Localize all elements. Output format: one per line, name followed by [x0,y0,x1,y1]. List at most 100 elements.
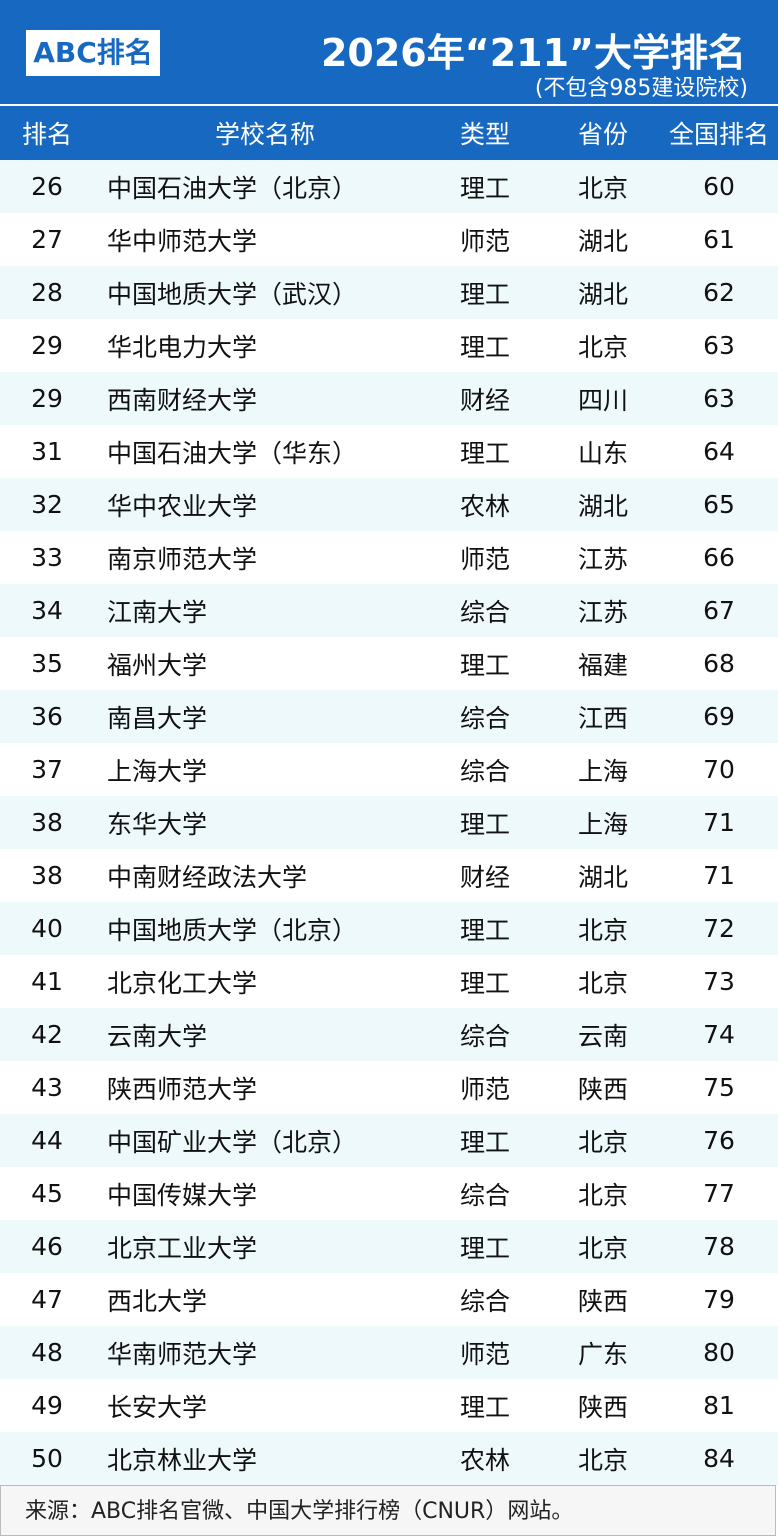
national-rank: 64 [703,437,735,466]
footer: 来源：ABC排名官微、中国大学排行榜（CNUR）网站。 [0,1485,776,1536]
school-name: 北京化工大学 [107,968,258,998]
rank: 34 [31,596,63,625]
column-header: 省份 [577,120,628,149]
school-name: 中国传媒大学 [107,1180,258,1210]
national-rank: 75 [703,1073,735,1102]
national-rank: 80 [703,1338,735,1367]
table-row: 28 中国地质大学（武汉） 理工 湖北 62 [0,266,778,319]
type: 理工 [459,650,510,680]
type: 师范 [459,1074,510,1104]
province: 上海 [577,809,628,839]
school-name: 华南师范大学 [107,1339,258,1369]
national-rank: 71 [703,861,735,890]
national-rank: 81 [703,1391,735,1420]
type: 综合 [459,1021,510,1051]
school-name: 北京林业大学 [107,1445,258,1475]
rank: 43 [31,1073,63,1102]
type: 理工 [459,1392,510,1422]
column-header: 排名 [21,120,72,149]
table-row: 46 北京工业大学 理工 北京 78 [0,1220,778,1273]
table-row: 32 华中农业大学 农林 湖北 65 [0,478,778,531]
national-rank: 72 [703,914,735,943]
school-name: 华中师范大学 [107,226,258,256]
type: 农林 [459,1445,510,1475]
national-rank: 70 [703,755,735,784]
type: 农林 [459,491,510,521]
type: 综合 [459,1180,510,1210]
table-row: 41 北京化工大学 理工 北京 73 [0,955,778,1008]
type: 综合 [459,1286,510,1316]
province: 陕西 [577,1392,628,1422]
type: 理工 [459,173,510,203]
subtitle: (不包含985建设院校) [534,76,748,101]
national-rank: 65 [703,490,735,519]
table-row: 44 中国矿业大学（北京） 理工 北京 76 [0,1114,778,1167]
table-row: 38 东华大学 理工 上海 71 [0,796,778,849]
province: 陕西 [577,1286,628,1316]
type: 财经 [459,385,510,415]
school-name: 中国石油大学（华东） [107,438,358,468]
national-rank: 68 [703,649,735,678]
table-row: 47 西北大学 综合 陕西 79 [0,1273,778,1326]
table-row: 50 北京林业大学 农林 北京 84 [0,1432,778,1485]
school-name: 南京师范大学 [107,544,258,574]
school-name: 中南财经政法大学 [107,862,308,892]
school-name: 东华大学 [107,809,208,839]
province: 北京 [577,968,628,998]
type: 综合 [459,756,510,786]
school-name: 福州大学 [107,650,208,680]
national-rank: 60 [703,172,735,201]
province: 广东 [577,1339,628,1369]
type: 师范 [459,544,510,574]
table-row: 48 华南师范大学 师范 广东 80 [0,1326,778,1379]
school-name: 华北电力大学 [107,332,258,362]
province: 北京 [577,1180,628,1210]
rank: 46 [31,1232,63,1261]
school-name: 长安大学 [107,1392,208,1422]
rank: 38 [31,861,63,890]
province: 北京 [577,915,628,945]
school-name: 西南财经大学 [107,385,258,415]
province: 江苏 [577,544,628,574]
type: 财经 [459,862,510,892]
rank: 40 [31,914,63,943]
type: 理工 [459,915,510,945]
rank: 41 [31,967,63,996]
table-row: 38 中南财经政法大学 财经 湖北 71 [0,849,778,902]
national-rank: 79 [703,1285,735,1314]
type: 综合 [459,597,510,627]
province: 云南 [577,1021,628,1051]
province: 北京 [577,1127,628,1157]
rank: 26 [31,172,63,201]
national-rank: 73 [703,967,735,996]
table-row: 45 中国传媒大学 综合 北京 77 [0,1167,778,1220]
rank: 42 [31,1020,63,1049]
table-row: 26 中国石油大学（北京） 理工 北京 60 [0,160,778,213]
school-name: 南昌大学 [107,703,208,733]
school-name: 中国地质大学（武汉） [107,279,358,309]
table-row: 49 长安大学 理工 陕西 81 [0,1379,778,1432]
province: 湖北 [577,279,628,309]
national-rank: 62 [703,278,735,307]
province: 北京 [577,1445,628,1475]
type: 综合 [459,703,510,733]
type: 理工 [459,1233,510,1263]
rank: 32 [31,490,63,519]
rank: 38 [31,808,63,837]
school-name: 中国石油大学（北京） [107,173,358,203]
province: 山东 [577,438,628,468]
rank: 36 [31,702,63,731]
rank: 29 [31,331,63,360]
table-row: 40 中国地质大学（北京） 理工 北京 72 [0,902,778,955]
header: ABC排名 2026年“211”大学排名 (不包含985建设院校) [0,0,778,104]
type: 理工 [459,438,510,468]
national-rank: 78 [703,1232,735,1261]
table-header: 排名 学校名称 类型 省份 全国排名 [0,106,778,160]
table-row: 33 南京师范大学 师范 江苏 66 [0,531,778,584]
table-row: 34 江南大学 综合 江苏 67 [0,584,778,637]
rank: 50 [31,1444,63,1473]
type: 理工 [459,1127,510,1157]
table-row: 35 福州大学 理工 福建 68 [0,637,778,690]
type: 师范 [459,1339,510,1369]
